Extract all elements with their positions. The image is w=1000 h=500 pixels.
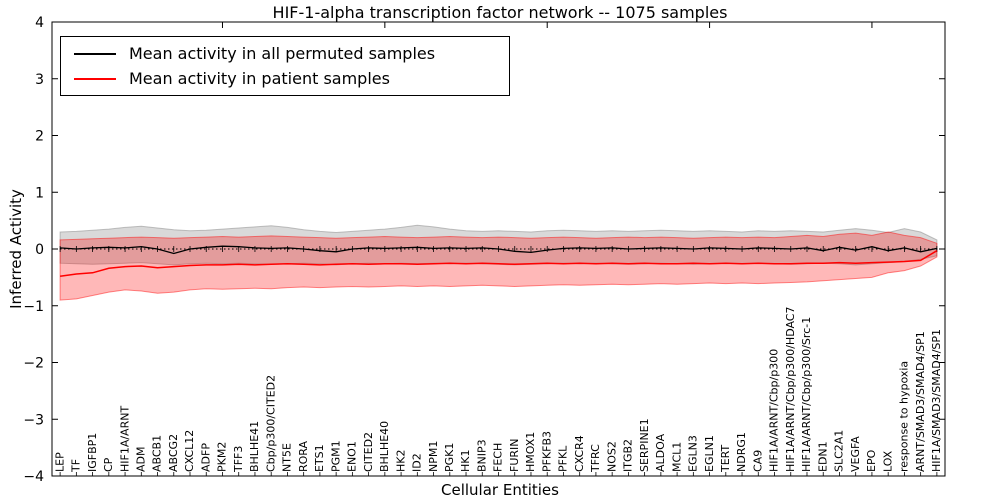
legend-row-permuted: Mean activity in all permuted samples	[61, 44, 509, 63]
x-category-label: HIF1A/ARNT/Cbp/p300/HDAC7	[784, 307, 797, 473]
x-category-label: HIF1A/ARNT	[118, 406, 131, 472]
y-tick-label: 3	[35, 72, 44, 88]
y-tick-label: 0	[35, 242, 44, 258]
x-category-label: BHLHE41	[248, 421, 261, 472]
x-category-label: PFKL	[557, 445, 570, 472]
x-category-label: TFF3	[232, 446, 245, 473]
x-category-label: FURIN	[508, 439, 521, 473]
y-tick-label: 1	[35, 185, 44, 201]
x-category-label: ALDOA	[654, 433, 667, 472]
x-category-label: response to hypoxia	[898, 361, 911, 472]
y-tick-label: 2	[35, 129, 44, 145]
x-category-label: HIF1A/SMAD3/SMAD4/SP1	[930, 329, 943, 472]
patient-line-sample	[74, 77, 116, 80]
x-category-label: VEGFA	[849, 436, 862, 472]
x-category-label: ENO1	[346, 441, 359, 472]
x-category-label: MCL1	[670, 442, 683, 472]
x-category-label: TERT	[719, 444, 732, 473]
legend: Mean activity in all permuted samples Me…	[60, 36, 510, 96]
x-category-label: ADFP	[199, 443, 212, 472]
y-tick-label: 4	[35, 15, 44, 31]
y-tick-label: −3	[23, 412, 44, 428]
x-category-label: ETS1	[313, 444, 326, 472]
x-category-label: PFKFB3	[540, 431, 553, 472]
x-category-label: TFRC	[589, 444, 602, 473]
x-category-label: NDRG1	[735, 432, 748, 472]
x-category-label: CP	[102, 457, 115, 472]
x-category-label: PKM2	[216, 442, 229, 472]
legend-label-patient: Mean activity in patient samples	[129, 69, 390, 88]
x-category-label: ARNT/SMAD3/SMAD4/SP1	[914, 331, 927, 472]
permuted-line-sample	[74, 52, 116, 55]
x-category-label: BHLHE40	[378, 421, 391, 472]
x-category-label: EGLN3	[687, 435, 700, 472]
x-category-label: NOS2	[605, 441, 618, 472]
x-category-label: ADM	[135, 447, 148, 473]
x-category-label: NT5E	[281, 443, 294, 472]
x-category-label: CITED2	[362, 432, 375, 472]
patient-confidence-band	[59, 231, 938, 301]
x-category-label: EGLN1	[703, 435, 716, 472]
legend-row-patient: Mean activity in patient samples	[61, 69, 509, 88]
y-axis-label: Inferred Activity	[7, 189, 25, 309]
y-tick-label: −1	[23, 299, 44, 315]
x-category-label: HK2	[394, 450, 407, 472]
x-category-label: HK1	[459, 450, 472, 472]
x-category-label: CXCL12	[183, 430, 196, 472]
legend-label-permuted: Mean activity in all permuted samples	[129, 44, 436, 63]
x-category-label: PGM1	[329, 440, 342, 472]
x-category-label: Cbp/p300/CITED2	[264, 375, 277, 472]
x-category-label: ITGB2	[622, 439, 635, 472]
x-category-label: TF	[70, 459, 83, 473]
x-category-label: LOX	[881, 450, 894, 472]
x-category-label: PGK1	[443, 443, 456, 472]
x-category-label: IGFBP1	[86, 433, 99, 472]
x-category-label: BNIP3	[475, 439, 488, 472]
x-category-label: SLC2A1	[833, 430, 846, 472]
permuted-mean-line	[60, 245, 938, 255]
x-category-label: HIF1A/ARNT/Cbp/p300	[768, 349, 781, 472]
chart-title: HIF-1-alpha transcription factor network…	[272, 3, 728, 22]
x-category-label: NPM1	[427, 441, 440, 472]
y-tick-label: −2	[23, 356, 44, 372]
x-category-label: LEP	[53, 452, 66, 472]
x-category-label: RORA	[297, 441, 310, 472]
x-category-label: CA9	[751, 450, 764, 472]
x-category-label: HIF1A/ARNT/Cbp/p300/Src-1	[800, 317, 813, 472]
x-category-label: EDN1	[816, 441, 829, 472]
y-tick-label: −4	[23, 469, 44, 485]
x-category-label: ABCG2	[167, 434, 180, 472]
x-category-label: ABCB1	[151, 435, 164, 472]
x-category-label: FECH	[492, 443, 505, 472]
x-category-label: EPO	[865, 449, 878, 472]
x-category-label: ID2	[411, 453, 424, 472]
x-category-label: SERPINE1	[638, 418, 651, 472]
x-category-label: HMOX1	[524, 432, 537, 472]
patient-mean-line	[59, 250, 938, 277]
x-axis-label: Cellular Entities	[441, 481, 559, 499]
x-category-label: CXCR4	[573, 435, 586, 472]
